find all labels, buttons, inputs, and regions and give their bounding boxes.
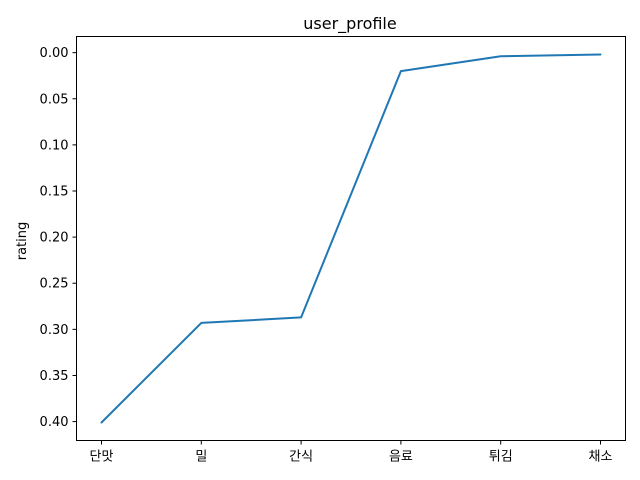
chart-title: user_profile: [303, 14, 396, 34]
x-tick-label: 밀: [195, 450, 207, 465]
x-tick-label: 튀김: [489, 450, 513, 465]
y-axis: 0.00 0.05 0.10 0.15 0.20 0.25 0.30 0.35 0.40: [40, 46, 77, 430]
series-layer: [100, 53, 602, 424]
series-line: [100, 53, 602, 424]
y-tick-label: 0.25: [40, 277, 69, 292]
y-axis-label: rating: [15, 222, 30, 261]
x-tick-label: 단맛: [90, 450, 114, 465]
y-tick-label: 0.35: [40, 369, 69, 384]
y-tick-label: 0.30: [40, 323, 69, 338]
y-tick-label: 0.00: [40, 46, 69, 61]
x-tick-label: 채소: [589, 450, 613, 465]
y-tick-label: 0.15: [40, 184, 69, 199]
y-tick-label: 0.05: [40, 92, 69, 107]
plot-frame: [76, 36, 626, 441]
y-tick-label: 0.10: [40, 138, 69, 153]
x-axis: 단맛 밀 간식 음료 튀김 채소: [90, 440, 613, 465]
x-tick-label: 간식: [289, 450, 313, 465]
y-tick-label: 0.40: [40, 415, 69, 430]
y-tick-label: 0.20: [40, 231, 69, 246]
x-tick-label: 음료: [389, 450, 413, 465]
